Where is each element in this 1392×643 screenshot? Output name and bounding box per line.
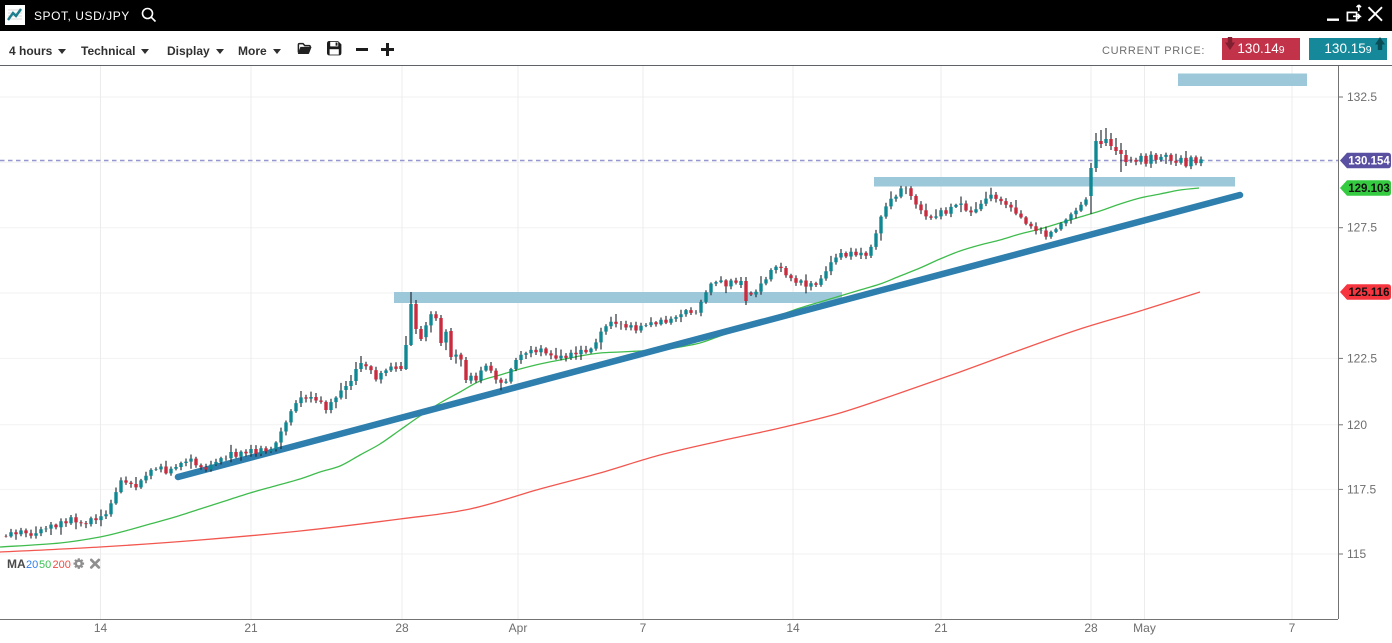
svg-text:21: 21 (244, 621, 258, 635)
svg-text:127.5: 127.5 (1347, 221, 1377, 235)
svg-text:28: 28 (1084, 621, 1098, 635)
svg-text:20: 20 (26, 559, 38, 571)
svg-text:MA: MA (7, 557, 26, 571)
svg-text:Apr: Apr (509, 621, 528, 635)
svg-text:129.103: 129.103 (1348, 183, 1390, 195)
svg-text:130.154: 130.154 (1348, 156, 1390, 168)
svg-text:115: 115 (1347, 547, 1366, 561)
svg-text:21: 21 (934, 621, 948, 635)
svg-text:28: 28 (395, 621, 409, 635)
svg-text:132.5: 132.5 (1347, 90, 1377, 104)
svg-text:14: 14 (786, 621, 800, 635)
svg-text:200: 200 (53, 559, 71, 571)
svg-text:125.116: 125.116 (1349, 287, 1390, 299)
svg-text:120: 120 (1347, 418, 1367, 432)
svg-text:7: 7 (640, 621, 647, 635)
svg-text:122.5: 122.5 (1347, 351, 1377, 365)
svg-text:7: 7 (1289, 621, 1296, 635)
svg-text:117.5: 117.5 (1347, 482, 1376, 496)
svg-text:14: 14 (94, 621, 108, 635)
svg-text:May: May (1133, 621, 1156, 635)
svg-text:50: 50 (39, 559, 51, 571)
